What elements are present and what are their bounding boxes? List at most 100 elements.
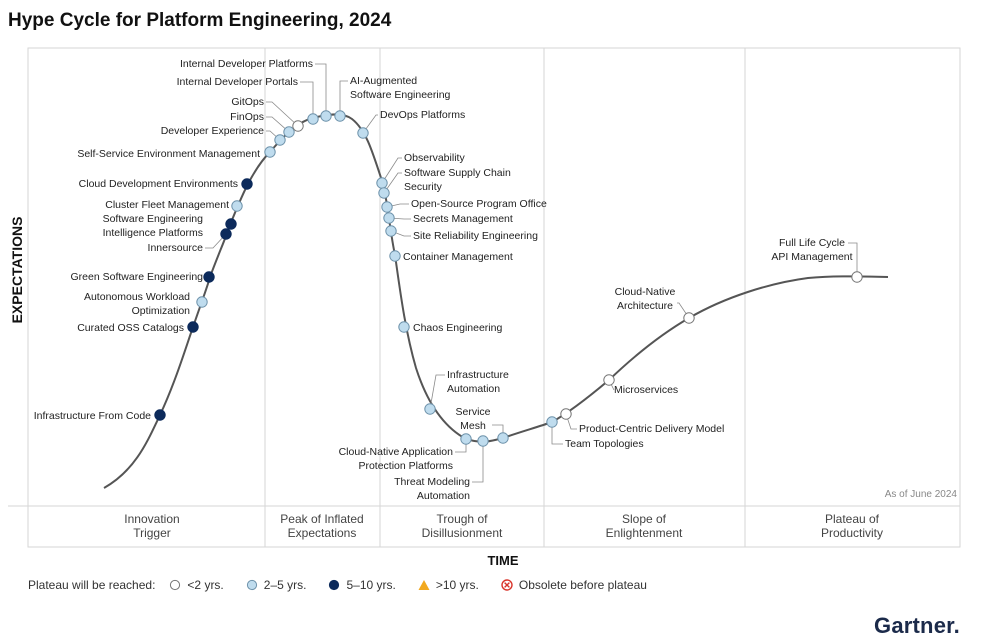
label-service-mesh: Service Mesh: [455, 406, 490, 432]
label-infrastructure-automation: Infrastructure Automation: [447, 369, 509, 395]
leader-line-devops-platforms: [362, 114, 378, 134]
orange-triangle-icon: [418, 580, 430, 590]
marker-developer-experience: [274, 134, 286, 146]
dark-blue-circle-icon: [329, 579, 340, 591]
legend-item-gt10: >10 yrs.: [418, 578, 479, 592]
legend-item-5to10: 5–10 yrs.: [328, 578, 396, 592]
label-cluster-fleet-management: Cluster Fleet Management: [105, 199, 229, 211]
label-self-service-environment-management: Self-Service Environment Management: [77, 148, 260, 160]
label-autonomous-workload-optimization: Autonomous Workload Optimization: [84, 291, 190, 317]
label-green-software-engineering: Green Software Engineering: [71, 271, 204, 283]
x-axis-label: TIME: [487, 553, 518, 568]
leader-line-finops: [266, 116, 290, 133]
label-observability: Observability: [404, 152, 465, 164]
leader-line-innersource: [205, 233, 227, 249]
marker-cluster-fleet-management: [231, 200, 243, 212]
legend-item-label: <2 yrs.: [187, 578, 224, 592]
leader-line-gitops: [266, 101, 299, 127]
light-blue-circle-icon: [246, 579, 257, 591]
leader-line-team-topologies: [551, 422, 563, 445]
marker-product-centric-delivery-model: [560, 408, 572, 420]
phase-band: [27, 505, 961, 548]
phase-label-trough-line2: Disillusionment: [422, 526, 503, 540]
y-axis-label: EXPECTATIONS: [9, 217, 25, 324]
legend-item-label: Obsolete before plateau: [518, 578, 647, 592]
label-container-management: Container Management: [403, 251, 513, 263]
marker-internal-developer-portals: [307, 113, 319, 125]
label-developer-experience: Developer Experience: [161, 125, 264, 137]
marker-full-life-cycle-api-management: [851, 271, 863, 283]
as-of-date: As of June 2024: [885, 489, 958, 500]
phase-label-innovation-line2: Trigger: [133, 526, 171, 540]
label-cloud-development-environments: Cloud Development Environments: [79, 178, 238, 190]
marker-cloud-development-environments: [241, 178, 253, 190]
label-team-topologies: Team Topologies: [565, 438, 644, 450]
phase-label-plateau: Plateau of: [825, 512, 880, 526]
legend-label: Plateau will be reached:: [28, 578, 156, 592]
label-secrets-management: Secrets Management: [413, 213, 513, 225]
legend-item-label: >10 yrs.: [435, 578, 479, 592]
legend-item-obsolete: Obsolete before plateau: [501, 578, 647, 592]
leader-line-infrastructure-automation: [429, 374, 445, 410]
marker-autonomous-workload-optimization: [196, 296, 208, 308]
phase-label-peak: Peak of Inflated: [280, 512, 363, 526]
label-gitops: GitOps: [231, 96, 264, 108]
marker-cloud-native-architecture: [683, 312, 695, 324]
phase-label-slope-line2: Enlightenment: [606, 526, 683, 540]
marker-infrastructure-automation: [424, 403, 436, 415]
label-software-engineering-intelligence-platforms: Software Engineering Intelligence Platfor…: [103, 213, 204, 239]
marker-software-supply-chain-security: [378, 187, 390, 199]
marker-open-source-program-office: [381, 201, 393, 213]
phase-label-slope: Slope of: [622, 512, 667, 526]
marker-microservices: [603, 374, 615, 386]
phase-label-trough: Trough of: [437, 512, 489, 526]
label-microservices: Microservices: [614, 384, 678, 396]
white-circle-icon: [170, 579, 181, 591]
label-innersource: Innersource: [148, 242, 204, 254]
label-internal-developer-platforms: Internal Developer Platforms: [180, 58, 313, 70]
leader-line-observability: [381, 157, 402, 184]
plot-frame: [8, 47, 961, 548]
technology-labels: Infrastructure From Code Curated OSS Cata…: [34, 58, 853, 502]
leader-line-threat-modeling-automation: [472, 441, 484, 483]
label-internal-developer-portals: Internal Developer Portals: [177, 76, 298, 88]
phase-label-peak-line2: Expectations: [288, 526, 357, 540]
phase-label-innovation: Innovation: [124, 512, 179, 526]
legend: Plateau will be reached: <2 yrs. 2–5 yrs…: [28, 578, 669, 592]
label-chaos-engineering: Chaos Engineering: [413, 322, 502, 334]
leader-line-ai-augmented-software-engineering: [339, 80, 348, 116]
label-full-life-cycle-api-management: Full Life Cycle API Management: [771, 237, 852, 263]
marker-observability: [376, 177, 388, 189]
label-infrastructure-from-code: Infrastructure From Code: [34, 410, 151, 422]
marker-secrets-management: [383, 212, 395, 224]
label-ai-augmented-software-engineering: AI-Augmented Software Engineering: [350, 75, 451, 101]
technology-markers: [154, 110, 863, 447]
label-cloud-native-application-protection-platforms: Cloud-Native Application Protection Platf…: [339, 446, 454, 472]
marker-curated-oss-catalogs: [187, 321, 199, 333]
marker-green-software-engineering: [203, 271, 215, 283]
label-devops-platforms: DevOps Platforms: [380, 109, 465, 121]
marker-software-engineering-intelligence-platforms: [225, 218, 237, 230]
marker-finops: [283, 126, 295, 138]
leader-line-internal-developer-platforms: [315, 63, 327, 116]
label-site-reliability-engineering: Site Reliability Engineering: [413, 230, 538, 242]
legend-item-label: 5–10 yrs.: [346, 578, 396, 592]
phase-label-plateau-line2: Productivity: [821, 526, 883, 540]
leader-line-full-life-cycle-api-management: [848, 242, 858, 277]
marker-innersource: [220, 228, 232, 240]
marker-chaos-engineering: [398, 321, 410, 333]
marker-internal-developer-platforms: [320, 110, 332, 122]
leader-line-cloud-native-architecture: [677, 302, 690, 319]
label-software-supply-chain-security: Software Supply Chain Security: [404, 167, 511, 193]
marker-ai-augmented-software-engineering: [334, 110, 346, 122]
legend-item-2to5: 2–5 yrs.: [246, 578, 307, 592]
label-curated-oss-catalogs: Curated OSS Catalogs: [77, 322, 184, 334]
legend-item-label: 2–5 yrs.: [263, 578, 307, 592]
hype-cycle-chart: Infrastructure From Code Curated OSS Cata…: [8, 47, 961, 568]
leader-line-software-supply-chain-security: [383, 172, 402, 194]
leader-line-internal-developer-portals: [300, 81, 314, 119]
label-cloud-native-architecture: Cloud-Native Architecture: [615, 286, 676, 312]
chart-title: Hype Cycle for Platform Engineering, 202…: [8, 10, 392, 31]
marker-site-reliability-engineering: [385, 225, 397, 237]
